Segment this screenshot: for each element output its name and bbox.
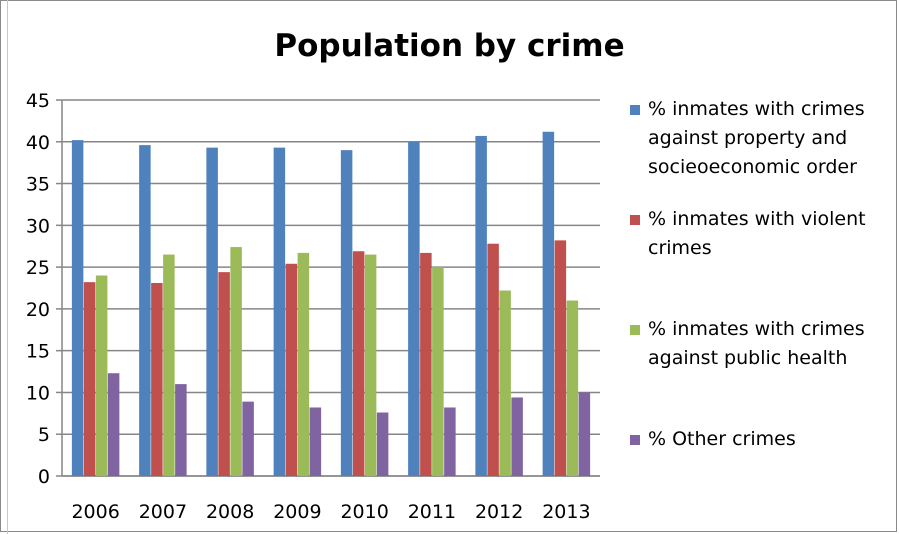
bar: [175, 384, 187, 476]
bar: [242, 401, 254, 476]
bar: [475, 135, 487, 476]
y-tick-label: 20: [26, 299, 50, 321]
bar: [107, 373, 120, 476]
legend-swatch: [630, 105, 640, 115]
chart-title: Population by crime: [274, 28, 625, 64]
bar: [230, 247, 242, 476]
y-tick-label: 10: [26, 382, 50, 404]
bar: [206, 147, 218, 477]
legend-label: % inmates with crimes against property a…: [648, 98, 865, 178]
bar: [297, 252, 310, 476]
bar: [487, 243, 499, 476]
x-tick-label: 2009: [273, 501, 321, 523]
frame-edge: [7, 0, 8, 534]
bar: [83, 282, 96, 476]
bar: [542, 131, 555, 477]
bar: [273, 147, 286, 477]
bar: [139, 145, 151, 476]
x-tick-label: 2010: [340, 501, 388, 523]
legend-swatch: [630, 215, 640, 225]
bar: [364, 254, 377, 476]
bar: [71, 140, 84, 476]
y-tick-label: 15: [26, 341, 50, 363]
bar: [340, 150, 353, 476]
bar: [432, 267, 444, 476]
bar: [151, 282, 163, 476]
x-tick-label: 2008: [206, 501, 254, 523]
bar: [420, 252, 432, 476]
bar: [285, 263, 298, 476]
bar: [163, 254, 175, 476]
y-tick-label: 0: [38, 466, 50, 488]
bar: [444, 407, 456, 476]
bar: [566, 300, 579, 476]
x-tick-label: 2012: [475, 501, 523, 523]
bar: [554, 240, 567, 476]
bar: [95, 275, 108, 476]
y-tick-label: 40: [26, 132, 50, 154]
x-tick-label: 2006: [71, 501, 119, 523]
x-tick-label: 2007: [139, 501, 187, 523]
legend-label: % Other crimes: [648, 428, 796, 450]
x-tick-label: 2011: [408, 501, 456, 523]
bar: [376, 412, 389, 476]
y-tick-label: 5: [38, 424, 50, 446]
bar: [408, 141, 420, 476]
legend-swatch: [630, 435, 640, 445]
y-tick-label: 45: [26, 90, 50, 112]
bar: [511, 397, 523, 476]
legend-swatch: [630, 325, 640, 335]
y-tick-label: 25: [26, 257, 50, 279]
bar: [309, 407, 322, 476]
bar: [352, 251, 365, 476]
legend-label: % inmates with crimes against public hea…: [648, 318, 865, 369]
x-tick-label: 2013: [542, 501, 590, 523]
bar: [578, 392, 591, 476]
bar: [499, 290, 511, 476]
bar: [218, 272, 230, 476]
y-tick-label: 35: [26, 174, 50, 196]
y-tick-label: 30: [26, 215, 50, 237]
legend-label: % inmates with violent crimes: [648, 208, 866, 259]
